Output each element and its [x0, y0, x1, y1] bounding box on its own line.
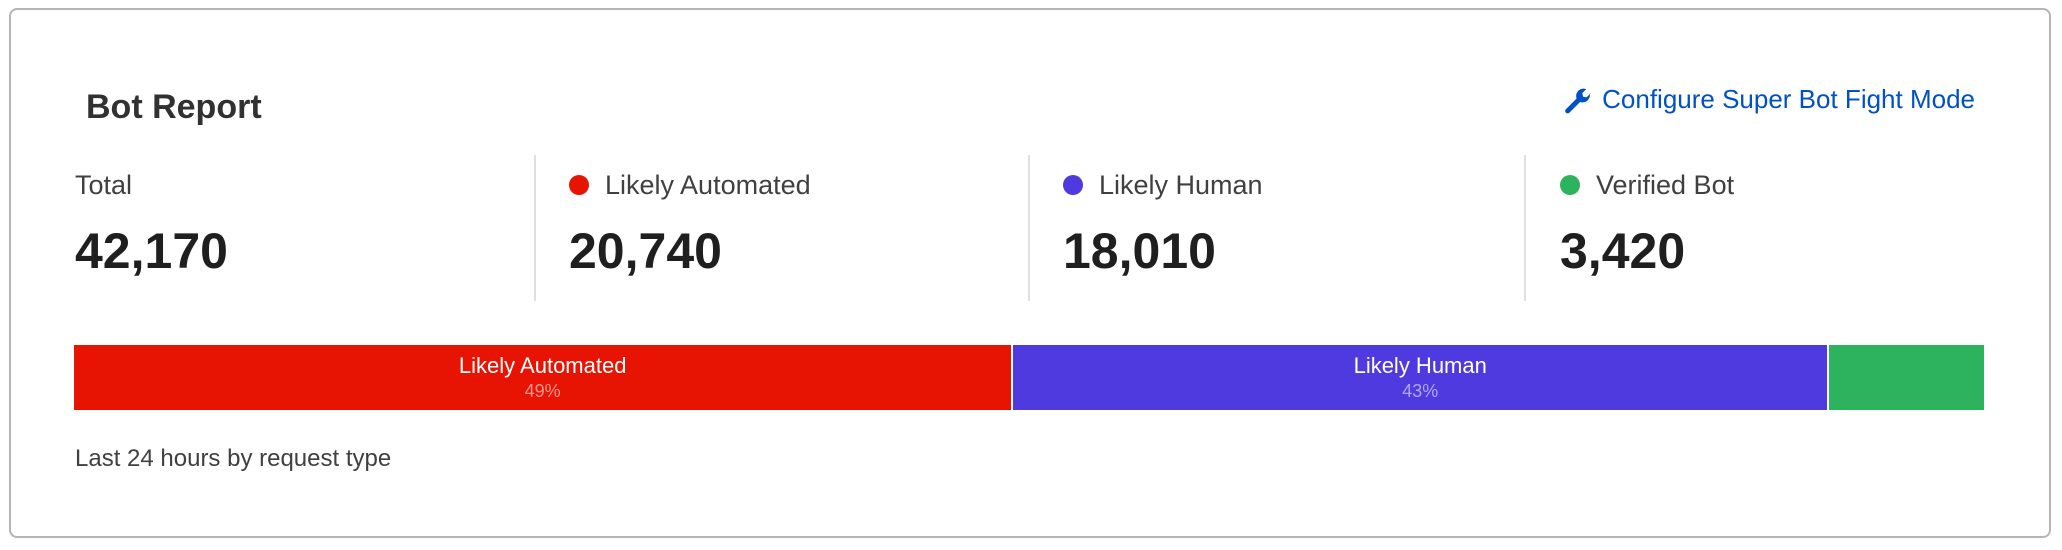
- breakdown-bar: Likely Automated 49% Likely Human 43%: [74, 345, 1984, 410]
- stat-label: Total: [75, 169, 133, 200]
- legend-dot-icon: [1560, 175, 1580, 195]
- divider: [534, 155, 536, 301]
- bar-segment[interactable]: Likely Human 43%: [1013, 345, 1830, 410]
- stat-value: 3,420: [1560, 223, 1686, 279]
- stat-total: Total 42,170: [75, 168, 228, 280]
- footer-caption: Last 24 hours by request type: [75, 445, 392, 472]
- segment-label: Likely Automated: [458, 353, 627, 378]
- stat-value: 18,010: [1063, 223, 1216, 279]
- stat-label: Likely Human: [1099, 169, 1263, 200]
- configure-super-bot-fight-mode-link[interactable]: Configure Super Bot Fight Mode: [1564, 84, 1975, 115]
- bar-segment[interactable]: Likely Automated 49%: [74, 345, 1014, 410]
- stat-label: Verified Bot: [1596, 169, 1735, 200]
- stat-likely-automated: Likely Automated 20,740: [569, 168, 811, 280]
- bot-report-card: Bot Report Configure Super Bot Fight Mod…: [9, 8, 2051, 538]
- legend-dot-icon: [569, 175, 589, 195]
- segment-label: Likely Human: [1353, 353, 1487, 378]
- divider: [1524, 155, 1526, 301]
- bar-segment[interactable]: [1829, 345, 1984, 410]
- wrench-icon: [1565, 88, 1591, 113]
- card-title: Bot Report: [86, 88, 262, 126]
- segment-percent: 49%: [524, 381, 561, 401]
- stat-value: 42,170: [75, 223, 228, 279]
- stat-likely-human: Likely Human 18,010: [1063, 168, 1263, 280]
- stat-verified-bot: Verified Bot 3,420: [1560, 168, 1734, 280]
- stat-label: Likely Automated: [605, 169, 811, 200]
- segment-percent: 43%: [1402, 381, 1439, 401]
- configure-link-label: Configure Super Bot Fight Mode: [1602, 84, 1975, 114]
- stat-value: 20,740: [569, 223, 722, 279]
- divider: [1028, 155, 1030, 301]
- legend-dot-icon: [1063, 175, 1083, 195]
